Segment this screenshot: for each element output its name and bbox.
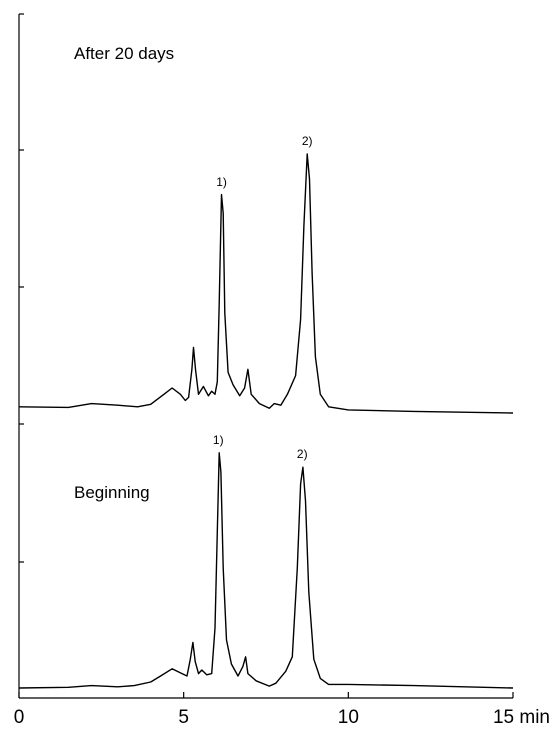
trace-line-beginning [18,452,514,689]
peak-label-after-20-days-1: 1) [216,174,227,189]
x-tick-label-0: 0 [13,707,25,728]
x-tick-label-15: 15 min [492,707,550,728]
trace-title-after-20-days: After 20 days [74,44,175,63]
x-tick-label-5: 5 [178,707,189,728]
trace-line-after-20-days [18,153,514,414]
traces [18,153,514,689]
x-axis-ticks [18,692,514,698]
peak-label-beginning-2: 2) [296,447,308,462]
peak-label-beginning-1: 1) [212,432,224,447]
x-tick-label-10: 10 [337,707,359,728]
y-axis-ticks [19,13,24,563]
peak-label-after-20-days-2: 2) [301,134,313,149]
trace-title-beginning: Beginning [74,483,150,502]
